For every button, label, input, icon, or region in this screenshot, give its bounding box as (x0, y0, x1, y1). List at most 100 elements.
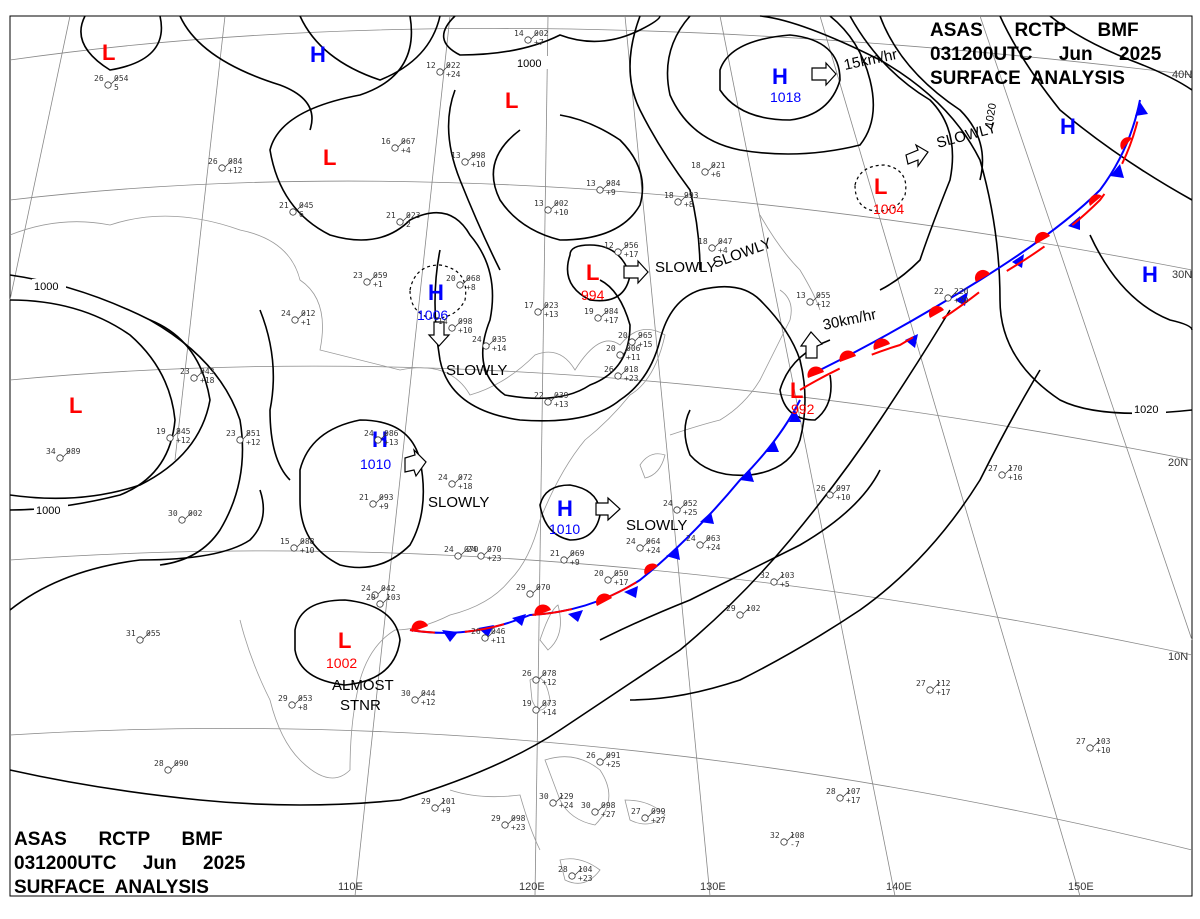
station-temperature: 16 (381, 137, 391, 146)
station-circle-icon (560, 556, 568, 564)
station-plot: 21 069+9 (550, 549, 585, 567)
station-circle-icon (448, 480, 456, 488)
station-tendency: +24 (446, 70, 461, 79)
header-bottom-left: ASAS RCTP BMF 031200UTC Jun 2025 SURFACE… (14, 829, 246, 898)
station-temperature: 26 (816, 484, 826, 493)
station-pressure: 845 (176, 427, 191, 436)
station-temperature: 28 (558, 865, 568, 874)
isobar-label: 1020 (983, 102, 999, 128)
station-plot: 14 002+7 (514, 29, 549, 47)
station-circle-icon (616, 351, 624, 359)
station-circle-icon (456, 281, 464, 289)
warm-front (409, 109, 1141, 634)
station-temperature: 28 (154, 759, 164, 768)
header-line-2: 031200UTC Jun 2025 (14, 853, 246, 874)
station-circle-icon (166, 434, 174, 442)
station-plot: 26 018+23 (604, 365, 639, 383)
station-circle-icon (770, 578, 778, 586)
station-circle-icon (926, 686, 934, 694)
wind-barb-icon (550, 201, 559, 210)
station-pressure: 084 (228, 157, 243, 166)
station-temperature: 21 (279, 201, 289, 210)
station-plot: 26 097+10 (816, 484, 851, 502)
low-center: L (874, 174, 887, 199)
station-circle-icon (836, 794, 844, 802)
station-temperature: 26 (522, 669, 532, 678)
station-circle-icon (436, 68, 444, 76)
station-circle-icon (290, 544, 298, 552)
station-plot: 18 047+4 (698, 237, 733, 255)
warm-front-semicircles (411, 137, 1132, 632)
station-pressure: 063 (706, 534, 721, 543)
station-pressure: 047 (718, 237, 733, 246)
station-circle-icon (136, 636, 144, 644)
station-temperature: 30 (581, 801, 591, 810)
high-value: 1006 (417, 307, 448, 323)
wind-barb-icon (647, 809, 656, 818)
wind-barb-icon (110, 76, 119, 85)
station-plot: 16 067+4 (381, 137, 416, 155)
station-plot: 24 012+1 (281, 309, 316, 327)
station-circle-icon (481, 634, 489, 642)
station-plot: 27 170+16 (988, 464, 1023, 482)
station-temperature: 26 (604, 365, 614, 374)
wind-barb-icon (487, 629, 496, 638)
station-circle-icon (376, 600, 384, 608)
station-pressure: 170 (1008, 464, 1023, 473)
station-tendency: +24 (559, 801, 574, 810)
station-tendency: +12 (228, 166, 243, 175)
station-plot: 23 043+18 (180, 367, 215, 385)
station-circle-icon (549, 799, 557, 807)
station-tendency: +10 (1096, 746, 1111, 755)
station-plot: 19 845+12 (156, 427, 191, 445)
station-tendency: +5 (780, 580, 790, 589)
station-temperature: 29 (491, 814, 501, 823)
wind-barb-icon (397, 139, 406, 148)
motion-label: SLOWLY (446, 362, 507, 379)
station-tendency: +17 (936, 688, 951, 697)
station-plot: 20 103 (366, 593, 401, 608)
wind-barb-icon (620, 243, 629, 252)
station-temperature: 12 (426, 61, 436, 70)
station-plot: 26 078+12 (522, 669, 557, 687)
header-top-right: ASAS RCTP BMF 031200UTC Jun 2025 SURFACE… (930, 20, 1162, 89)
wind-barb-icon (679, 501, 688, 510)
station-temperature: 14 (438, 317, 448, 326)
station-plot: 28 107+17 (826, 787, 861, 805)
wind-barb-icon (377, 586, 386, 595)
lat-label-20n: 20N (1168, 457, 1188, 469)
station-circle-icon (641, 814, 649, 822)
station-circle-icon (291, 316, 299, 324)
station-circle-icon (534, 308, 542, 316)
station-circle-icon (544, 206, 552, 214)
station-temperature: 26 (208, 157, 218, 166)
wind-barb-icon (574, 867, 583, 876)
wind-barb-icon (454, 475, 463, 484)
station-circle-icon (104, 81, 112, 89)
station-circle-icon (371, 591, 379, 599)
wind-barb-icon (507, 816, 516, 825)
station-plot: 31 055 (126, 629, 161, 644)
wind-barb-icon (597, 803, 606, 812)
wind-barb-icon (540, 303, 549, 312)
station-circle-icon (596, 758, 604, 766)
wind-barb-icon (375, 495, 384, 504)
station-pressure: 067 (401, 137, 416, 146)
station-pressure: 070 (536, 583, 551, 592)
station-pressure: 069 (570, 549, 585, 558)
station-pressure: 068 (466, 274, 481, 283)
station-circle-icon (461, 158, 469, 166)
cold-front-triangles (442, 102, 1148, 642)
station-temperature: 20 (594, 569, 604, 578)
station-plot: 20 006+11 (606, 344, 641, 362)
station-plot: 24 070+23 (467, 545, 502, 563)
station-temperature: 20 (606, 344, 616, 353)
wind-barb-icon (1092, 739, 1101, 748)
station-pressure: 093 (379, 493, 394, 502)
station-circle-icon (236, 436, 244, 444)
station-temperature: 30 (539, 792, 549, 801)
station-temperature: 27 (988, 464, 998, 473)
station-plot: 34 989 (46, 447, 81, 462)
station-pressure: 012 (301, 309, 316, 318)
station-temperature: 14 (514, 29, 524, 38)
